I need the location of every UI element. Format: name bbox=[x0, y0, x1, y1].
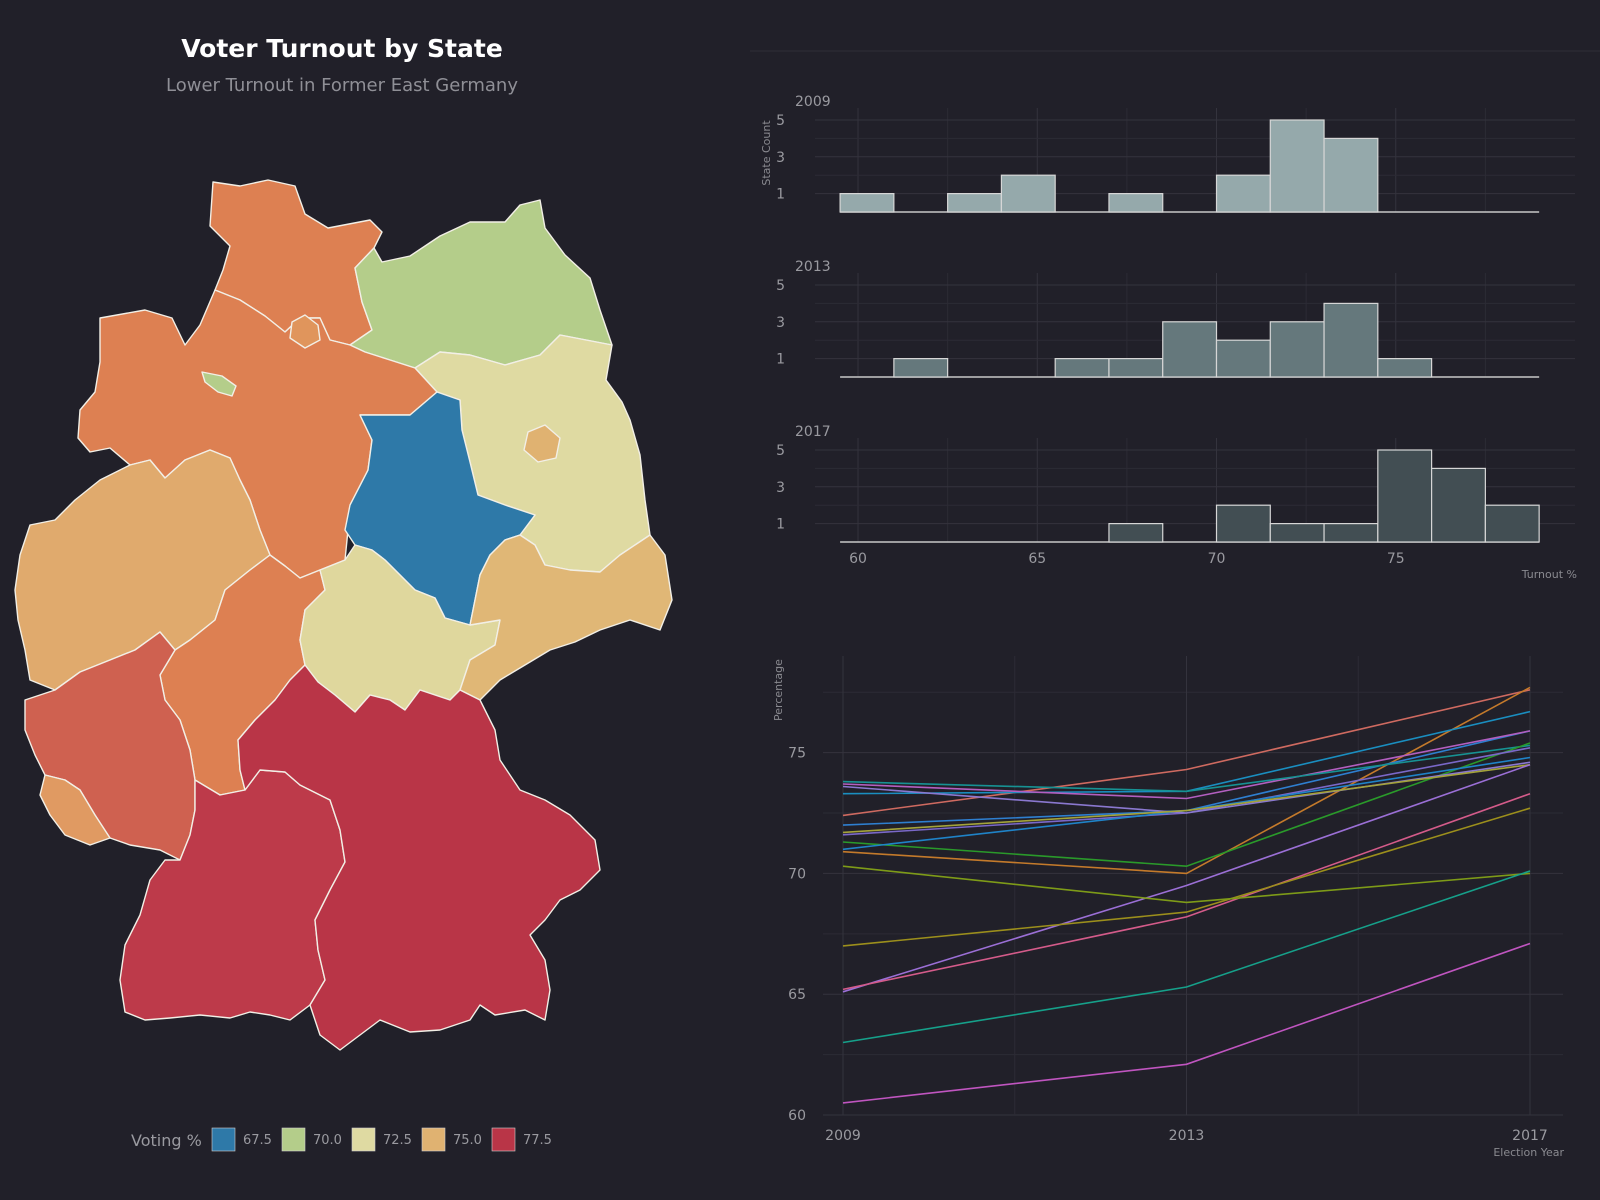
line-series-13 bbox=[842, 792, 1531, 991]
map-legend: Voting % 67.5 70.0 72.5 75.0 77.5 bbox=[131, 1127, 552, 1152]
legend-label-2: 70.0 bbox=[313, 1133, 342, 1148]
hist-bar bbox=[1377, 449, 1433, 543]
hist-ytick-label: 1 bbox=[776, 352, 785, 368]
hist-panel-label: 2009 bbox=[795, 94, 831, 110]
map-subtitle: Lower Turnout in Former East Germany bbox=[166, 75, 518, 96]
line-series-5 bbox=[842, 730, 1531, 800]
hist-subplot-2009: 1 3 5 2009 bbox=[776, 94, 1575, 213]
line-ytick-label: 65 bbox=[788, 987, 806, 1003]
legend-swatch-3 bbox=[351, 1127, 376, 1152]
line-series-12 bbox=[842, 763, 1531, 993]
line-series-15 bbox=[842, 865, 1531, 904]
hist-bar bbox=[1323, 302, 1379, 378]
line-xtick-label: 2009 bbox=[825, 1128, 861, 1144]
legend-swatch-1 bbox=[211, 1127, 236, 1152]
map-region-bayern bbox=[237, 664, 601, 1051]
hist-ytick-label: 3 bbox=[776, 150, 785, 166]
hist-bar bbox=[1323, 137, 1379, 213]
hist-bar bbox=[1431, 467, 1486, 543]
hist-ylabel: State Count bbox=[760, 120, 773, 186]
hist-bar bbox=[893, 358, 949, 378]
line-series-2 bbox=[842, 686, 1531, 875]
legend-swatch-5 bbox=[491, 1127, 516, 1152]
hist-bar bbox=[947, 193, 1003, 213]
hist-bar bbox=[1484, 504, 1540, 543]
hist-bar bbox=[1108, 522, 1164, 543]
legend-title: Voting % bbox=[131, 1131, 202, 1150]
legend-label-1: 67.5 bbox=[243, 1133, 272, 1148]
line-ytick-label: 60 bbox=[788, 1108, 806, 1124]
line-ylabel: Percentage bbox=[772, 659, 785, 721]
line-series-14 bbox=[842, 807, 1531, 947]
hist-bar bbox=[839, 193, 895, 213]
hist-ytick-label: 5 bbox=[776, 443, 785, 459]
hist-bar bbox=[1215, 174, 1271, 213]
hist-bar bbox=[1215, 504, 1271, 543]
hist-bar bbox=[1108, 193, 1164, 213]
legend-label-4: 75.0 bbox=[453, 1133, 482, 1148]
hist-subplot-2013: 1 3 5 2013 bbox=[776, 259, 1575, 378]
legend-swatch-4 bbox=[421, 1127, 446, 1152]
hist-ytick-label: 1 bbox=[776, 517, 785, 533]
hist-xtick-label: 60 bbox=[849, 551, 867, 567]
hist-bar bbox=[1269, 119, 1325, 213]
hist-bar bbox=[1215, 339, 1271, 378]
hist-ytick-label: 1 bbox=[776, 187, 785, 203]
legend-swatch-2 bbox=[281, 1127, 306, 1152]
line-chart-panel: 60 65 70 75 2009 2013 2017 Election Year Percent… bbox=[772, 656, 1564, 1159]
hist-xtick-label: 70 bbox=[1208, 551, 1226, 567]
hist-xtick-label: 75 bbox=[1387, 551, 1405, 567]
legend-label-5: 77.5 bbox=[523, 1133, 552, 1148]
hist-bar bbox=[1269, 321, 1325, 378]
hist-subplot-2017: 1 3 5 2017 bbox=[776, 424, 1575, 543]
map-panel: Voter Turnout by State Lower Turnout in … bbox=[14, 34, 673, 1152]
line-xtick-label: 2017 bbox=[1512, 1128, 1548, 1144]
hist-bar bbox=[1108, 358, 1164, 378]
hist-ytick-label: 5 bbox=[776, 278, 785, 294]
histogram-panel: 1 3 5 2009 1 3 5 2013 1 3 5 2017 60 65 70 75 Turnout % St… bbox=[750, 50, 1600, 581]
germany-map bbox=[14, 179, 673, 1051]
map-region-bremen bbox=[201, 371, 237, 397]
line-series-6 bbox=[842, 744, 1531, 793]
hist-bar bbox=[1000, 174, 1056, 213]
map-region-saarland bbox=[39, 774, 111, 846]
line-ytick-label: 70 bbox=[788, 866, 806, 882]
hist-panel-label: 2013 bbox=[795, 259, 831, 275]
map-region-berlin bbox=[523, 424, 561, 463]
line-xlabel: Election Year bbox=[1493, 1146, 1564, 1159]
line-series-7 bbox=[842, 742, 1531, 868]
hist-ytick-label: 5 bbox=[776, 113, 785, 129]
line-ytick-label: 75 bbox=[788, 746, 806, 762]
hist-panel-label: 2017 bbox=[795, 424, 831, 440]
hist-bar bbox=[1054, 358, 1110, 378]
hist-xlabel: Turnout % bbox=[1521, 568, 1577, 581]
hist-ytick-label: 3 bbox=[776, 315, 785, 331]
line-xtick-label: 2013 bbox=[1169, 1128, 1205, 1144]
line-series-16 bbox=[842, 870, 1531, 1044]
hist-ytick-label: 3 bbox=[776, 480, 785, 496]
line-series-17 bbox=[842, 942, 1531, 1104]
map-title: Voter Turnout by State bbox=[181, 34, 503, 63]
hist-bar bbox=[1323, 522, 1379, 543]
hist-xtick-label: 65 bbox=[1028, 551, 1046, 567]
hist-bar bbox=[1162, 321, 1218, 378]
line-series-1 bbox=[842, 689, 1531, 817]
map-region-hamburg bbox=[289, 314, 321, 349]
line-series-11 bbox=[842, 763, 1531, 834]
legend-label-3: 72.5 bbox=[383, 1133, 412, 1148]
hist-bar bbox=[1269, 522, 1325, 543]
hist-bar bbox=[1377, 358, 1433, 378]
